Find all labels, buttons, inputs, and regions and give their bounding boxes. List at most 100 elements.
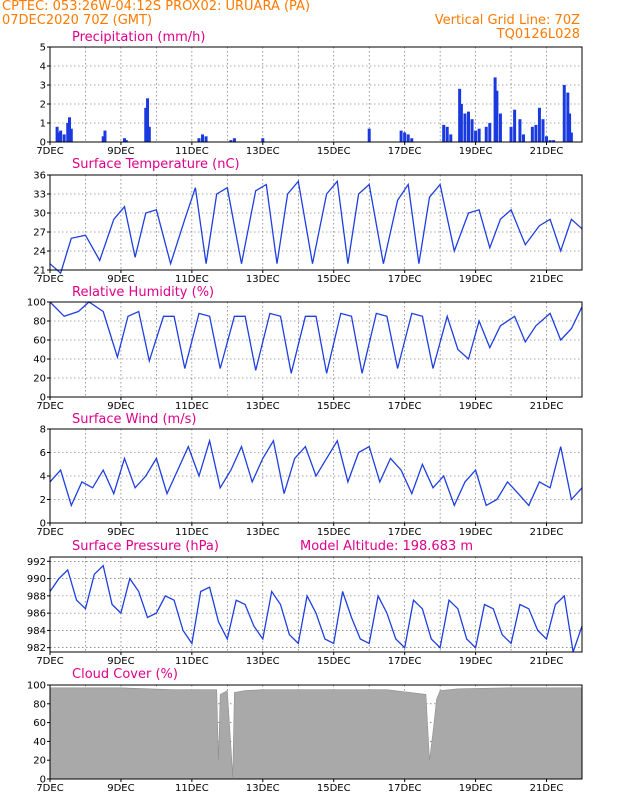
y-tick-label: 986 [27,609,46,620]
precip-bar [449,134,453,142]
x-tick-label: 17DEC [388,527,422,538]
precip-bar [442,124,446,142]
header-date: 07DEC2020 70Z (GMT) [2,13,153,28]
y-tick-label: 990 [27,574,46,585]
x-tick-label: 11DEC [175,146,209,157]
panel-title: Relative Humidity (%) [72,285,214,300]
x-tick-label: 13DEC [246,527,280,538]
precip-bar [122,138,126,142]
precip-bar [488,123,492,142]
y-tick-label: 6 [40,448,46,459]
y-tick-label: 0 [40,138,46,149]
precip-bar [477,128,481,142]
precip-bar [509,126,513,142]
precip-bar [101,136,105,142]
x-tick-label: 11DEC [175,527,209,538]
x-tick-label: 9DEC [107,274,134,285]
x-tick-label: 21DEC [530,401,564,412]
x-tick-label: 19DEC [459,274,493,285]
precip-bar [484,126,488,142]
y-tick-label: 984 [27,626,46,637]
precip-bar [513,109,517,142]
y-tick-label: 40 [33,355,46,366]
x-tick-label: 15DEC [317,401,351,412]
precip-bar [474,130,478,142]
precip-bar [463,113,467,142]
y-tick-label: 0 [40,775,46,786]
x-tick-label: 13DEC [246,274,280,285]
precip-bar [66,123,70,142]
precip-bar [68,117,72,142]
precip-bar [458,88,462,142]
y-tick-label: 20 [33,374,46,385]
precip-bar [568,113,572,142]
plot-frame [49,174,583,271]
precip-bar [569,132,573,142]
y-tick-label: 20 [33,756,46,767]
x-tick-label: 7DEC [36,146,63,157]
x-tick-label: 7DEC [36,401,63,412]
y-tick-label: 30 [33,209,46,220]
precip-bar [518,119,522,142]
x-tick-label: 13DEC [246,656,280,667]
x-tick-label: 7DEC [36,274,63,285]
y-tick-label: 0 [40,393,46,404]
x-tick-label: 11DEC [175,783,209,794]
y-tick-label: 24 [33,247,46,258]
x-tick-label: 13DEC [246,783,280,794]
precip-bar [406,134,410,142]
x-tick-label: 17DEC [388,146,422,157]
precip-bar [552,140,556,142]
precip-bar [367,128,371,142]
x-tick-label: 19DEC [459,146,493,157]
precip-bar [204,136,208,142]
y-tick-label: 40 [33,737,46,748]
x-tick-label: 11DEC [175,401,209,412]
y-tick-label: 80 [33,317,46,328]
precip-bar [498,113,502,142]
panel-subtitle: Model Altitude: 198.683 m [300,539,473,554]
precip-bar [548,140,552,142]
x-tick-label: 19DEC [459,527,493,538]
x-tick-label: 21DEC [530,146,564,157]
x-tick-label: 11DEC [175,656,209,667]
header-run-id: TQ0126L028 [496,27,580,42]
panel-title: Surface Pressure (hPa) [72,539,219,554]
x-tick-label: 9DEC [107,656,134,667]
x-tick-label: 7DEC [36,527,63,538]
precip-bar [530,126,534,142]
y-tick-label: 992 [27,557,46,568]
panel-title: Surface Wind (m/s) [72,412,196,427]
x-tick-label: 9DEC [107,783,134,794]
x-tick-label: 21DEC [530,274,564,285]
plot-frame [49,301,583,398]
precip-bar [232,138,236,142]
precip-bar [144,107,148,142]
precip-bar [521,134,525,142]
x-tick-label: 15DEC [317,783,351,794]
panel-title: Surface Temperature (nC) [72,157,240,172]
y-tick-label: 4 [40,472,46,483]
cloud-cover-area [49,687,583,780]
x-tick-label: 17DEC [388,401,422,412]
y-tick-label: 2 [40,100,46,111]
x-tick-label: 9DEC [107,527,134,538]
precip-bar [69,128,73,142]
plot-frame [49,46,583,143]
x-tick-label: 9DEC [107,401,134,412]
precip-bar [62,134,66,142]
x-tick-label: 15DEC [317,656,351,667]
precip-bar [201,134,205,142]
precip-bar [410,138,414,142]
y-tick-label: 27 [33,228,46,239]
x-tick-label: 17DEC [388,783,422,794]
precip-bar [467,111,471,142]
panel-title: Precipitation (mm/h) [72,30,205,45]
x-tick-label: 19DEC [459,783,493,794]
y-tick-label: 36 [33,171,46,182]
x-tick-label: 21DEC [530,656,564,667]
y-tick-label: 100 [27,681,46,692]
y-tick-label: 60 [33,718,46,729]
x-tick-label: 15DEC [317,274,351,285]
